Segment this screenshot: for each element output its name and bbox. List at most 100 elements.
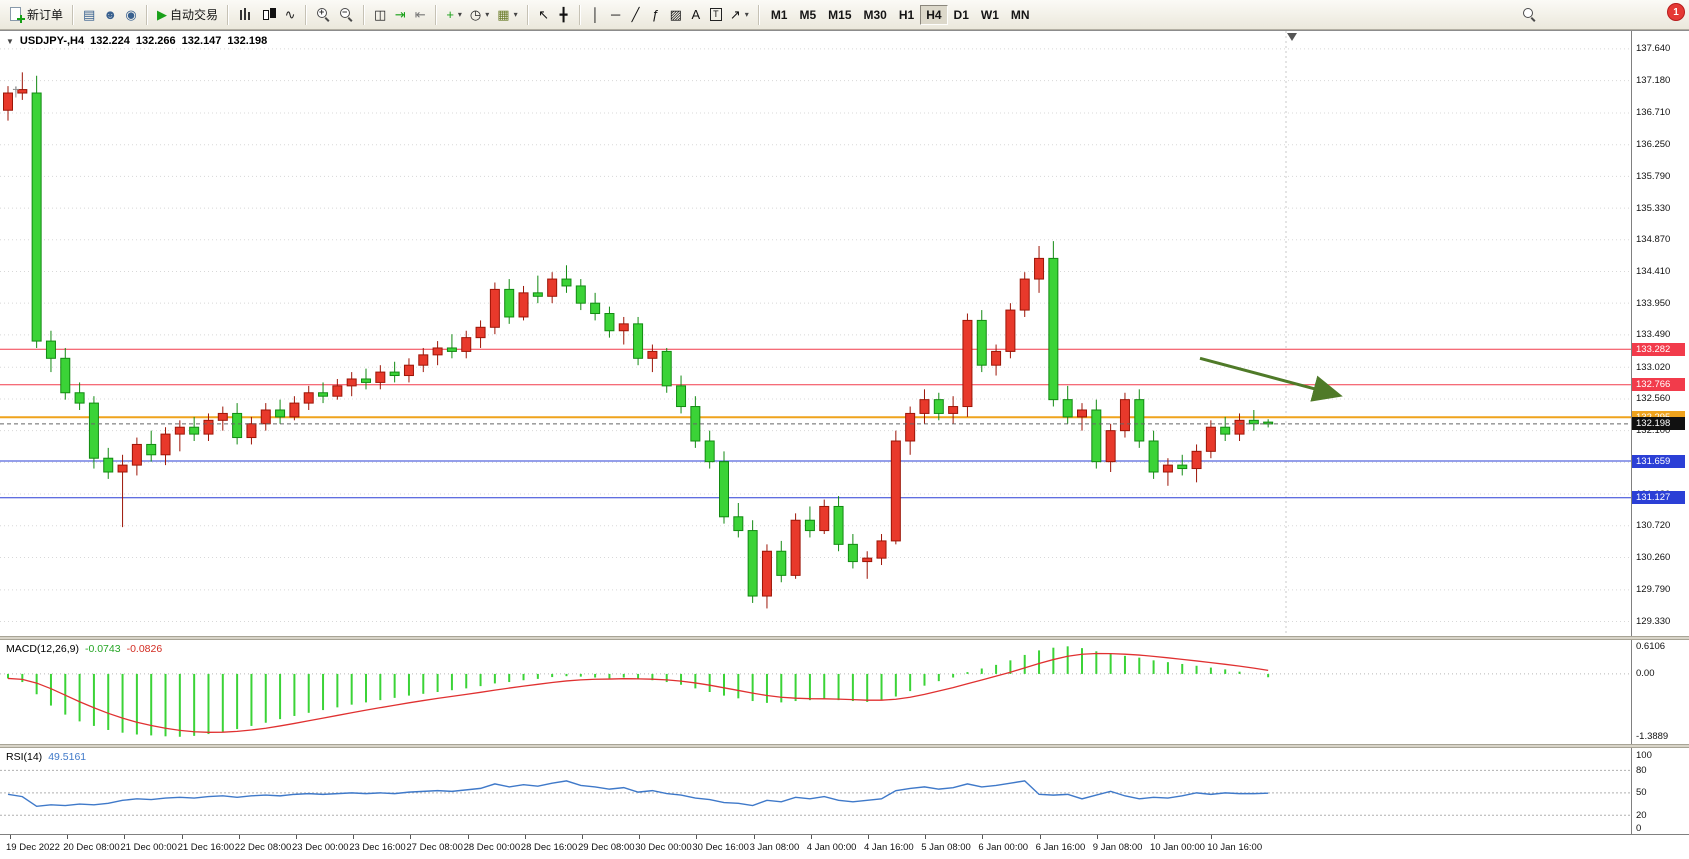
market-watch-button[interactable]: ◉: [121, 4, 141, 26]
notification-badge[interactable]: 1: [1667, 3, 1685, 21]
time-tick: [524, 835, 526, 839]
rsi-axis: 100 80 50 20 0: [1631, 748, 1689, 834]
toolbar-separator: [305, 4, 308, 25]
symbol-label: USDJPY-,H4: [19, 35, 85, 47]
toolbar-separator: [757, 4, 760, 25]
axis-label: 20: [1636, 809, 1647, 821]
main-chart-canvas[interactable]: †: [0, 31, 1631, 636]
market-watch-icon: ◉: [125, 7, 137, 22]
pane-splitter[interactable]: [0, 744, 1689, 748]
shapes-button[interactable]: ▨: [666, 4, 686, 26]
axis-label: 129.790: [1636, 584, 1671, 596]
periods-button[interactable]: ◷ ▾: [466, 4, 493, 26]
close-value: 132.198: [227, 35, 268, 47]
open-value: 132.224: [90, 35, 130, 47]
time-tick: [1096, 835, 1098, 839]
text-label-button[interactable]: T: [706, 4, 726, 26]
vertical-line-button[interactable]: │: [586, 4, 606, 26]
toolbar: 1 新订单 ▤ ☻ ◉ ▶ 自动交易 ∿ + − ◫ ⇥ ⇤ + ▾ ◷ ▾ ▦ ▾ ↖ ╋ │ ─ ╱ ƒ ▨ A T ↗ ▾ M1 M5…: [0, 0, 1689, 30]
collapse-caret-icon[interactable]: ▼: [6, 36, 14, 46]
bar-chart-button[interactable]: [234, 4, 257, 26]
zoom-in-button[interactable]: +: [312, 4, 335, 26]
axis-label: 129.330: [1636, 616, 1671, 628]
cursor-button[interactable]: ↖: [534, 4, 554, 26]
axis-label: 130.260: [1636, 551, 1671, 563]
fibonacci-button[interactable]: ƒ: [646, 4, 666, 26]
auto-trading-button[interactable]: ▶ 自动交易: [153, 4, 222, 26]
new-order-label: 新订单: [27, 8, 64, 22]
tf-d1-button[interactable]: D1: [948, 5, 975, 25]
tf-m1-button[interactable]: M1: [765, 5, 794, 25]
axis-label: 132.100: [1636, 425, 1671, 437]
time-tick: [1039, 835, 1041, 839]
indicators-button[interactable]: + ▾: [442, 4, 466, 26]
arrows-button[interactable]: ↗ ▾: [726, 4, 753, 26]
time-axis-label: 5 Jan 08:00: [921, 842, 971, 853]
templates-button[interactable]: ▦ ▾: [493, 4, 521, 26]
trendline-button[interactable]: ╱: [626, 4, 646, 26]
price-tag: 132.766: [1632, 378, 1685, 392]
new-chart-button[interactable]: ▤: [79, 4, 99, 26]
axis-label: 134.410: [1636, 265, 1671, 277]
time-tick: [982, 835, 984, 839]
candlestick-chart-button[interactable]: [257, 4, 280, 26]
time-axis-label: 29 Dec 08:00: [578, 842, 635, 853]
time-axis-label: 28 Dec 16:00: [520, 842, 578, 853]
axis-label: 50: [1636, 787, 1647, 799]
horizontal-line-button[interactable]: ─: [606, 4, 626, 26]
rsi-title: RSI(14): [6, 751, 43, 763]
tf-m15-button[interactable]: M15: [822, 5, 857, 25]
time-axis: 19 Dec 2022 20 Dec 08:00 21 Dec 00:00 21 De…: [0, 834, 1689, 859]
text-icon: A: [691, 7, 701, 22]
axis-label: 135.330: [1636, 202, 1671, 214]
axis-label: 133.020: [1636, 361, 1671, 373]
time-tick: [238, 835, 240, 839]
time-tick: [1154, 835, 1155, 839]
pane-splitter[interactable]: [0, 636, 1689, 640]
macd-canvas[interactable]: [0, 640, 1631, 744]
axis-label: 133.490: [1636, 329, 1671, 341]
time-tick: [696, 835, 698, 839]
time-axis-label: 4 Jan 00:00: [806, 842, 857, 853]
zoom-out-button[interactable]: −: [335, 4, 358, 26]
time-tick: [124, 835, 126, 839]
templates-icon: ▦: [497, 7, 510, 22]
search-button[interactable]: [1518, 3, 1541, 25]
mag-icon: +: [316, 7, 331, 22]
auto-scroll-button[interactable]: ⇥: [390, 4, 410, 26]
time-tick: [10, 835, 11, 839]
search-icon: [1522, 7, 1537, 22]
tf-h4-button[interactable]: H4: [920, 4, 948, 25]
tf-m5-button[interactable]: M5: [793, 5, 822, 25]
candlesticks: [3, 72, 1274, 609]
axis-label: 100: [1636, 749, 1652, 761]
time-axis-label: 6 Jan 00:00: [978, 842, 1029, 853]
tf-h1-button[interactable]: H1: [893, 5, 920, 25]
axis-label: 137.180: [1636, 75, 1671, 87]
low-value: 132.147: [181, 35, 222, 47]
line-chart-button[interactable]: ∿: [280, 4, 300, 26]
time-tick: [467, 835, 469, 839]
profiles-button[interactable]: ☻: [99, 4, 121, 26]
axis-label: 80: [1636, 764, 1647, 776]
macd-title: MACD(12,26,9): [6, 643, 79, 655]
mag-sign: −: [342, 7, 348, 17]
text-button[interactable]: A: [686, 4, 706, 26]
rsi-canvas[interactable]: [0, 748, 1631, 834]
new-order-button[interactable]: 新订单: [5, 4, 67, 26]
tf-m5-label: M5: [799, 7, 817, 22]
cross-marker-annotation: †: [12, 83, 20, 99]
time-axis-label: 27 Dec 08:00: [406, 842, 463, 853]
chart-shift-icon: ⇤: [414, 7, 426, 22]
tf-m30-button[interactable]: M30: [858, 5, 893, 25]
crosshair-button[interactable]: ╋: [554, 4, 574, 26]
tf-w1-button[interactable]: W1: [975, 5, 1005, 25]
tile-windows-button[interactable]: ◫: [370, 4, 390, 26]
time-tick: [410, 835, 412, 839]
chart-shift-button[interactable]: ⇤: [410, 4, 430, 26]
time-tick: [868, 835, 869, 839]
time-tick: [353, 835, 355, 839]
tf-mn-button[interactable]: MN: [1005, 5, 1036, 25]
time-axis-label: 6 Jan 16:00: [1035, 842, 1086, 853]
